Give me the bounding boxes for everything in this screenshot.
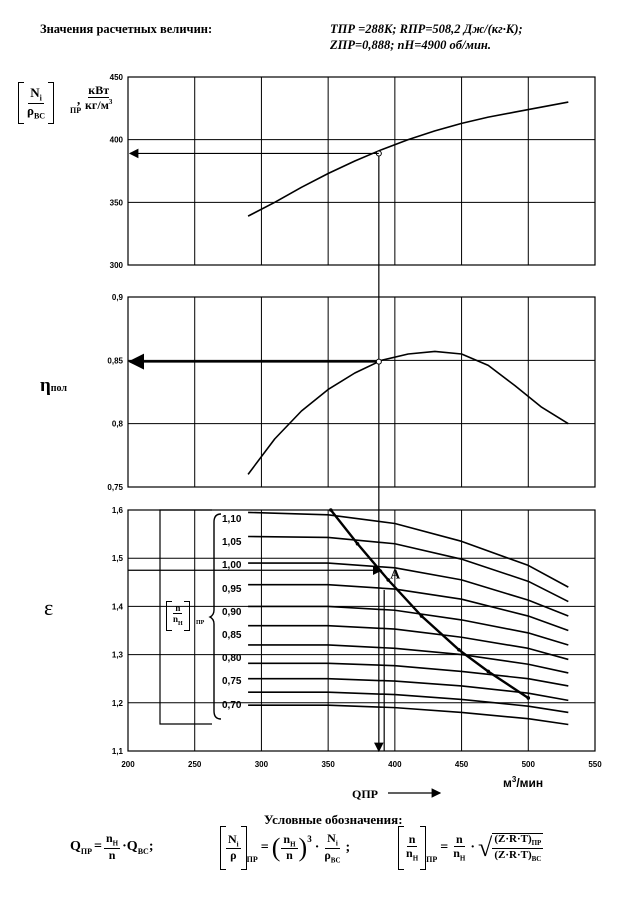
legend-value: 0,90 <box>222 606 242 618</box>
header-params-line1: TПР =288K; RПР=508,2 Дж/(кг·К); <box>330 22 523 36</box>
header-caption: Значения расчетных величин: <box>40 22 213 36</box>
series-line-p2-10 <box>248 704 569 726</box>
y-tick-label: 1,1 <box>112 747 124 756</box>
x-tick-label: 400 <box>388 760 402 769</box>
series-line-0,70 <box>248 677 569 702</box>
formula-power: Ni ρ ПР = ( nH n ) 3 · Ni ρBC ; <box>220 826 350 870</box>
series-line-p1-0 <box>247 350 569 475</box>
surge-marker <box>329 508 333 512</box>
legend-brace <box>208 513 222 720</box>
chart-annotations: A <box>128 148 442 798</box>
efficiency-axis-label: ηпол <box>40 375 68 396</box>
surge-marker <box>486 669 491 674</box>
efficiency-point-marker <box>375 358 382 365</box>
power-axis-unit: кВт кг/м3 <box>85 83 113 113</box>
header-params-line2: ZПР=0,888; nH=4900 об/мин. <box>330 38 491 52</box>
legend-title: n nH <box>166 601 190 631</box>
series-line-0,85 <box>248 624 569 661</box>
y-tick-label: 1,5 <box>112 554 124 563</box>
surge-marker <box>355 541 360 546</box>
legend-value: 1,10 <box>222 514 242 525</box>
x-axis-unit: м3/мин <box>503 775 544 790</box>
legend-value: 0,95 <box>222 583 242 595</box>
series-line-0,95 <box>248 583 569 632</box>
chart-grids <box>127 76 596 752</box>
surge-marker <box>419 614 424 618</box>
x-tick-label: 350 <box>321 760 335 769</box>
y-tick-label: 1,3 <box>112 651 124 660</box>
legend-value: 1,05 <box>222 537 242 549</box>
y-tick-label: 1,6 <box>112 506 124 515</box>
plot-frame <box>127 509 596 752</box>
surge-marker <box>457 647 461 652</box>
x-tick-label: 450 <box>455 760 469 769</box>
series-line-0,80 <box>248 644 569 674</box>
series-line-0,90 <box>248 605 569 646</box>
chart-curves <box>247 101 569 726</box>
y-tick-label: 0,9 <box>112 293 124 302</box>
legend-box <box>159 509 212 725</box>
legend-value: 0,85 <box>222 630 242 641</box>
y-tick-label: 300 <box>110 261 124 270</box>
series-line-0,75 <box>248 662 569 687</box>
series-line-1,05 <box>248 535 569 603</box>
y-tick-label: 0,8 <box>112 420 124 429</box>
x-tick-label: 200 <box>121 760 135 769</box>
y-tick-label: 0,75 <box>107 483 123 492</box>
x-tick-label: 250 <box>188 760 202 769</box>
plot-frame <box>127 76 596 266</box>
x-tick-label: 500 <box>522 760 536 769</box>
formula-speed: n nH ПР = n nH · √ (Z·R·T)ПР (Z·R·T)BC <box>398 826 544 870</box>
y-tick-label: 0,85 <box>107 356 123 365</box>
surge-line <box>329 509 529 699</box>
point-a-label: A <box>390 567 401 582</box>
x-tick-label: 550 <box>588 760 602 769</box>
x-axis-label: QПР <box>352 787 378 801</box>
legend-value: 0,70 <box>222 699 242 711</box>
surge-marker <box>386 578 390 582</box>
legend-value: 1,00 <box>222 560 242 572</box>
series-line-1,10 <box>248 511 569 588</box>
x-tick-label: 300 <box>255 760 269 769</box>
y-tick-label: 450 <box>110 73 124 82</box>
y-tick-label: 1,2 <box>112 699 124 708</box>
y-tick-label: 350 <box>110 198 124 207</box>
surge-marker <box>526 696 531 700</box>
legend-value: 0,80 <box>222 653 242 665</box>
series-line-1,00 <box>248 562 569 617</box>
ratio-axis-label: ε <box>44 595 54 620</box>
legend-value: 0,75 <box>222 676 242 688</box>
plot-frame <box>127 296 596 488</box>
legend-heading: Условные обозначения: <box>264 812 403 827</box>
chart-ticks: 300 350 400 450 0,75 0,8 0,85 0,9 1,1 1,2 1,3 1,4 1,… <box>107 73 602 769</box>
series-line-p0-0 <box>247 101 569 217</box>
y-tick-label: 400 <box>110 136 124 145</box>
power-axis-label: Ni ρBC <box>18 82 55 124</box>
formula-q: QПР = nH n ·QBC; <box>70 831 154 862</box>
y-tick-label: 1,4 <box>112 602 124 611</box>
series-line-p2-9 <box>248 691 569 714</box>
